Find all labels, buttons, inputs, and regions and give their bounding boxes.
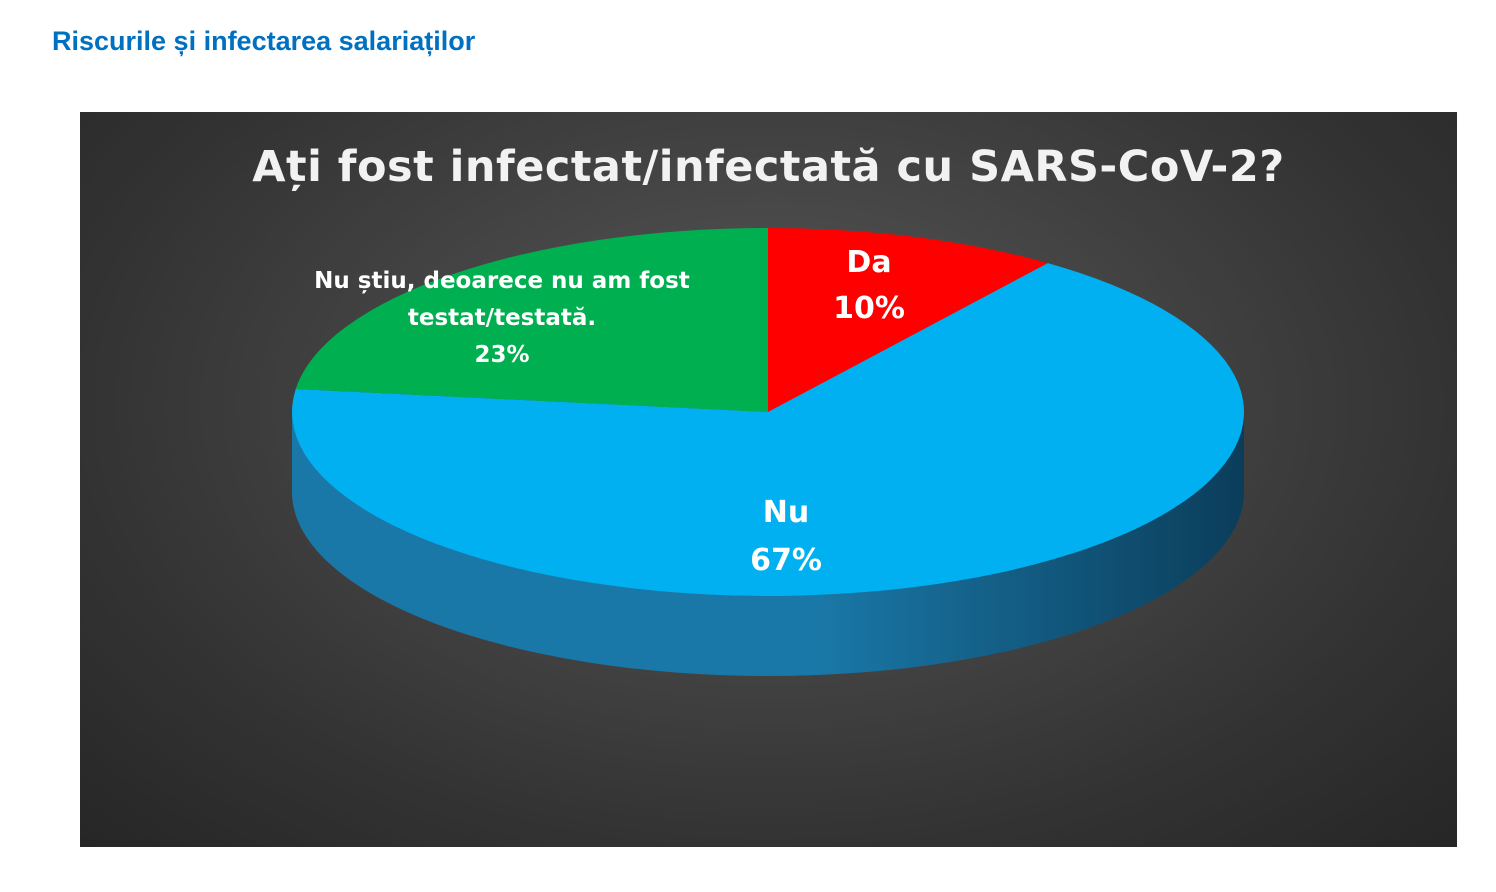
chart-title: Ați fost infectat/infectată cu SARS-CoV-… — [252, 142, 1285, 192]
pie-slices — [292, 228, 1244, 596]
section-heading: Riscurile și infectarea salariaților — [52, 26, 476, 56]
pie-chart: Da 10% Nu 67% Nu știu, deoarece nu am fost te… — [292, 228, 1244, 676]
pie-label-nu: Nu 67% — [750, 495, 822, 578]
pie-label-da: Da 10% — [833, 245, 905, 326]
pie-slice-nu — [292, 263, 1244, 596]
slice-value-label: 67% — [750, 543, 822, 578]
slice-category-label: Da — [846, 245, 891, 280]
pie-side-nu — [292, 412, 1244, 676]
pie-label-nu-stiu-deoarece-nu-am-fost-testat-testata: Nu știu, deoarece nu am fost testat/testa… — [314, 268, 690, 368]
slice-category-label: testat/testată. — [408, 305, 596, 331]
pie-slice-nu-stiu-deoarece-nu-am-fost-testat-testata — [295, 228, 768, 412]
slice-value-label: 23% — [474, 342, 529, 368]
pie-labels: Da 10% Nu 67% Nu știu, deoarece nu am fost te… — [314, 245, 905, 578]
pie-side-walls — [292, 412, 1244, 676]
slice-category-label: Nu știu, deoarece nu am fost — [314, 268, 690, 294]
pie-slice-da — [768, 228, 1048, 412]
slice-category-label: Nu — [763, 495, 809, 530]
chart-area: Ați fost infectat/infectată cu SARS-CoV-… — [80, 112, 1457, 847]
slice-value-label: 10% — [833, 291, 905, 326]
